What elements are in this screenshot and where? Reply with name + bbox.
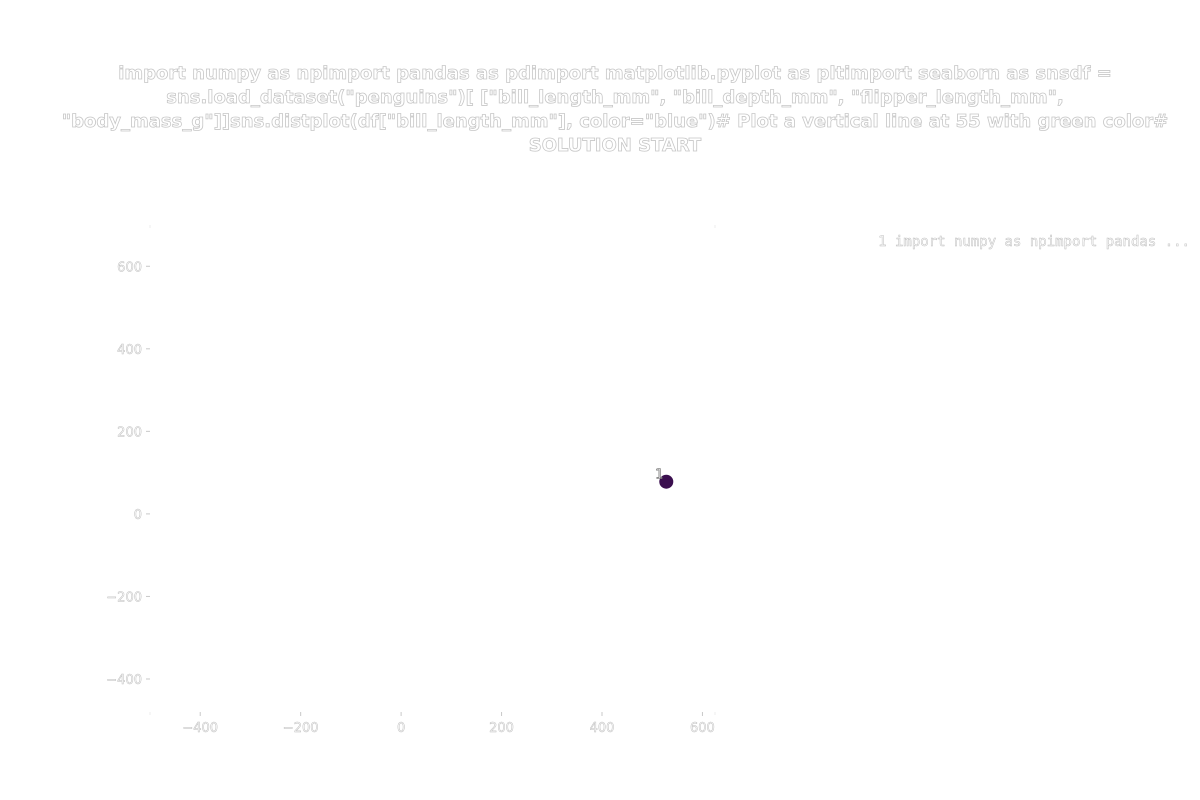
x-tick-label: −400 xyxy=(182,721,218,736)
x-tick-label: 200 xyxy=(489,721,514,736)
y-axis-ticks: 600 400 200 0 −200 −400 xyxy=(106,260,150,688)
y-tick-label: 400 xyxy=(117,343,142,358)
legend: 1 import numpy as npimport pandas ... xyxy=(878,234,1190,251)
legend-entry: 1 import numpy as npimport pandas ... xyxy=(878,234,1190,250)
data-point xyxy=(659,474,674,489)
chart-title: import numpy as npimport pandas as pdimp… xyxy=(61,63,1169,157)
y-tick-label: 600 xyxy=(117,260,142,275)
x-tick-label: 400 xyxy=(590,721,615,736)
y-tick-label: −200 xyxy=(106,590,142,605)
x-tick-label: 600 xyxy=(690,721,715,736)
y-tick-label: 0 xyxy=(134,508,142,523)
x-axis-ticks: −400 −200 0 200 400 600 xyxy=(182,712,715,736)
axis-frame xyxy=(149,225,716,715)
data-point-label: 1 xyxy=(655,468,663,483)
y-tick-label: −400 xyxy=(106,673,142,688)
data-points: 1 xyxy=(655,467,674,489)
y-tick-label: 200 xyxy=(117,425,142,440)
x-tick-label: −200 xyxy=(283,721,319,736)
x-tick-label: 0 xyxy=(397,721,405,736)
